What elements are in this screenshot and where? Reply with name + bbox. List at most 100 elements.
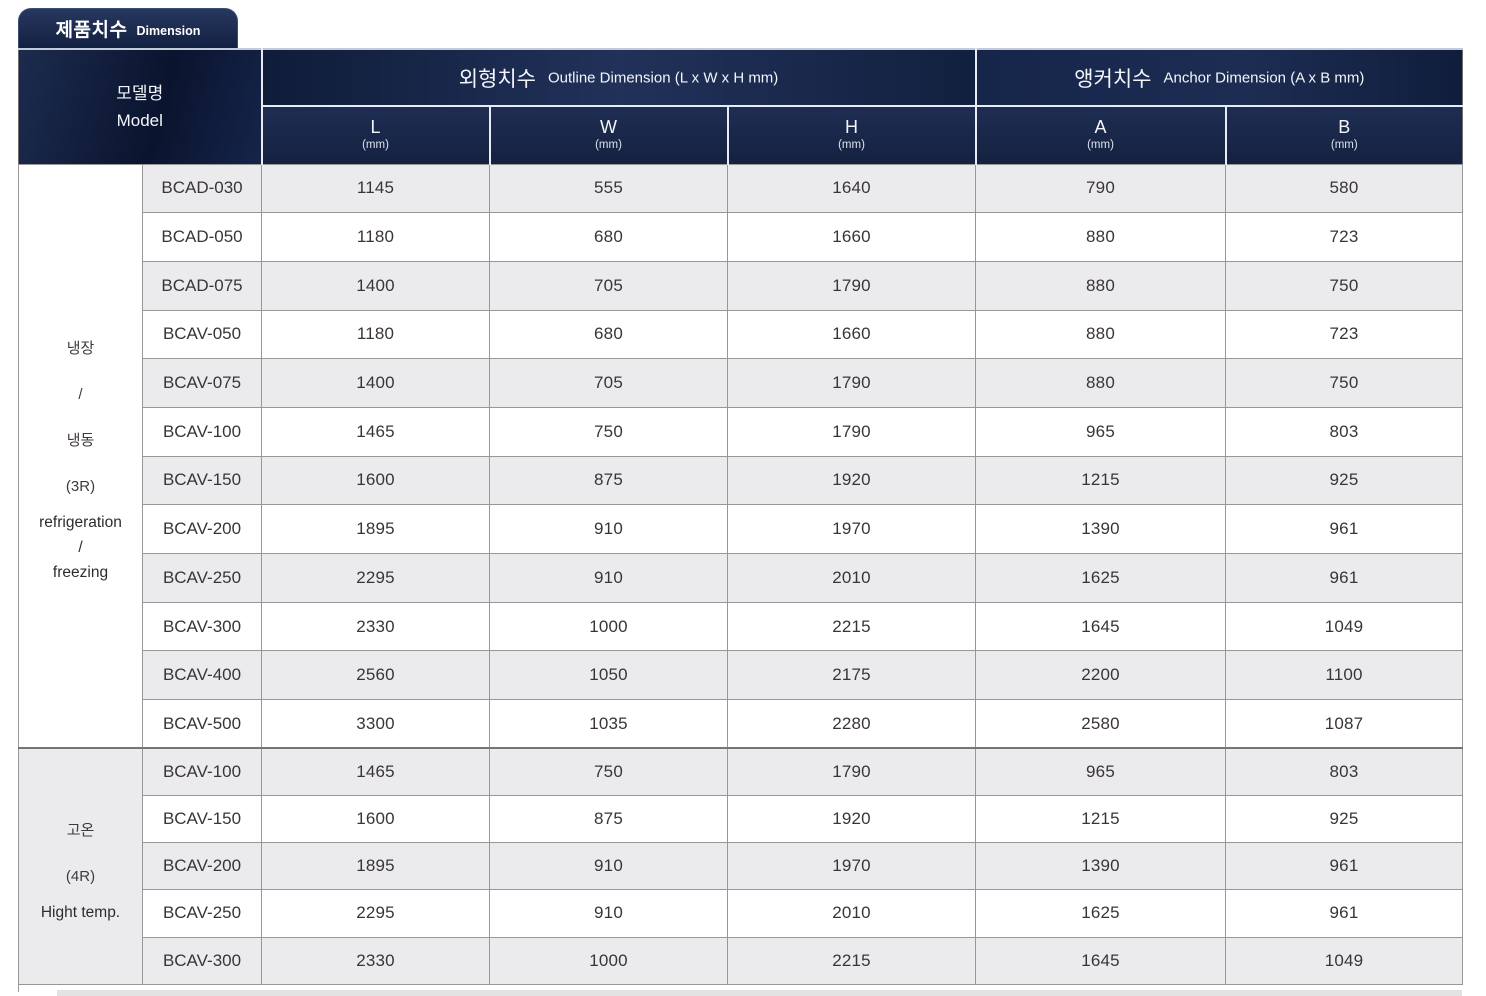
value-cell-a: 880 xyxy=(975,358,1227,408)
model-cell: BCAV-250 xyxy=(141,553,263,603)
col-label: B xyxy=(1338,117,1351,138)
col-unit: (mm) xyxy=(838,139,865,152)
model-cell: BCAV-500 xyxy=(141,699,263,749)
table-left-border-stub xyxy=(18,983,19,992)
value-cell-h: 2215 xyxy=(727,936,977,985)
group-label-line: (4R) xyxy=(65,867,96,885)
value-cell-a: 1215 xyxy=(975,794,1227,844)
value-cell-a: 880 xyxy=(975,260,1227,311)
model-cell: BCAV-250 xyxy=(141,889,263,938)
value-cell-l: 1600 xyxy=(261,794,491,844)
value-cell-w: 680 xyxy=(489,212,729,262)
value-cell-b: 803 xyxy=(1225,747,1464,796)
table-row: BCAD-050 1180 680 1660 880 723 xyxy=(19,212,1464,262)
group-label: 고온 (4R) Hight temp. xyxy=(19,808,142,925)
value-cell-l: 2295 xyxy=(261,553,491,603)
value-cell-w: 910 xyxy=(489,842,729,891)
group-label-line: 고온 xyxy=(66,821,95,839)
model-cell: BCAV-150 xyxy=(141,794,263,844)
value-cell-w: 1000 xyxy=(489,601,729,652)
model-cell: BCAV-075 xyxy=(141,358,263,408)
value-cell-h: 2215 xyxy=(727,601,977,652)
value-cell-w: 705 xyxy=(489,358,729,408)
value-cell-l: 1895 xyxy=(261,504,491,554)
table-row: BCAV-200 1895 910 1970 1390 961 xyxy=(19,842,1464,891)
table-row: BCAV-250 2295 910 2010 1625 961 xyxy=(19,553,1464,603)
value-cell-a: 1645 xyxy=(975,601,1227,652)
value-cell-h: 2010 xyxy=(727,553,977,603)
value-cell-w: 555 xyxy=(489,163,729,214)
value-cell-b: 750 xyxy=(1225,358,1464,408)
group-label-line: Hight temp. xyxy=(40,903,121,921)
value-cell-b: 961 xyxy=(1225,889,1464,938)
value-cell-h: 1970 xyxy=(727,842,977,891)
group-label-line: / xyxy=(78,539,83,557)
model-cell: BCAV-150 xyxy=(141,455,263,506)
model-cell: BCAV-200 xyxy=(141,504,263,554)
value-cell-l: 2295 xyxy=(261,889,491,938)
group-label-line: refrigeration xyxy=(39,514,122,532)
value-cell-w: 1000 xyxy=(489,936,729,985)
value-cell-a: 2580 xyxy=(975,699,1227,749)
value-cell-a: 1390 xyxy=(975,504,1227,554)
value-cell-b: 1049 xyxy=(1225,936,1464,985)
group-label-line: 냉동 xyxy=(66,432,95,450)
col-unit: (mm) xyxy=(595,139,622,152)
value-cell-l: 2330 xyxy=(261,936,491,985)
col-unit: (mm) xyxy=(362,139,389,152)
model-cell: BCAD-075 xyxy=(141,260,263,311)
value-cell-w: 910 xyxy=(489,889,729,938)
group-label-line: (3R) xyxy=(65,478,96,496)
value-cell-w: 1050 xyxy=(489,650,729,701)
value-cell-a: 965 xyxy=(975,747,1227,796)
value-cell-b: 961 xyxy=(1225,504,1464,554)
tab-title-english: Dimension xyxy=(136,23,201,38)
value-cell-h: 1920 xyxy=(727,794,977,844)
value-cell-a: 965 xyxy=(975,406,1227,457)
value-cell-a: 880 xyxy=(975,212,1227,262)
group-label-line: 냉장 xyxy=(66,340,95,358)
value-cell-h: 1790 xyxy=(727,747,977,796)
value-cell-l: 1895 xyxy=(261,842,491,891)
col-label: W xyxy=(600,117,618,138)
table-row: BCAD-075 1400 705 1790 880 750 xyxy=(19,260,1464,311)
value-cell-b: 723 xyxy=(1225,309,1464,360)
table-row: BCAV-500 3300 1035 2280 2580 1087 xyxy=(19,699,1464,749)
table-row: BCAV-050 1180 680 1660 880 723 xyxy=(19,309,1464,360)
value-cell-a: 790 xyxy=(975,163,1227,214)
value-cell-w: 680 xyxy=(489,309,729,360)
dimension-table-container: 모델명 Model 외형치수 Outline Dimension (L x W x… xyxy=(18,48,1464,985)
header-row-columns: L (mm) W (mm) H (mm) A (mm) xyxy=(19,106,1463,164)
table-row: BCAV-400 2560 1050 2175 2200 1100 xyxy=(19,650,1464,701)
value-cell-h: 2010 xyxy=(727,889,977,938)
value-cell-b: 1087 xyxy=(1225,699,1464,749)
value-cell-w: 1035 xyxy=(489,699,729,749)
value-cell-b: 723 xyxy=(1225,212,1464,262)
header-col-l: L (mm) xyxy=(261,106,491,164)
tab-title-korean: 제품치수 xyxy=(55,20,128,41)
value-cell-b: 961 xyxy=(1225,842,1464,891)
value-cell-b: 1049 xyxy=(1225,601,1464,652)
value-cell-b: 580 xyxy=(1225,163,1464,214)
value-cell-l: 1180 xyxy=(261,309,491,360)
col-label: L xyxy=(370,117,381,138)
value-cell-b: 925 xyxy=(1225,455,1464,506)
value-cell-l: 1145 xyxy=(261,163,491,214)
value-cell-a: 1625 xyxy=(975,553,1227,603)
value-cell-l: 1400 xyxy=(261,260,491,311)
value-cell-a: 880 xyxy=(975,309,1227,360)
model-cell: BCAV-300 xyxy=(141,601,263,652)
value-cell-h: 2175 xyxy=(727,650,977,701)
value-cell-w: 875 xyxy=(489,455,729,506)
value-cell-a: 1390 xyxy=(975,842,1227,891)
value-cell-h: 1790 xyxy=(727,260,977,311)
dimension-tab: 제품치수 Dimension xyxy=(18,8,238,48)
value-cell-w: 875 xyxy=(489,794,729,844)
value-cell-l: 1465 xyxy=(261,747,491,796)
table-row: BCAV-300 2330 1000 2215 1645 1049 xyxy=(19,601,1464,652)
header-anchor-english: Anchor Dimension (A x B mm) xyxy=(1163,69,1365,86)
table-row: BCAV-100 1465 750 1790 965 803 xyxy=(19,406,1464,457)
value-cell-h: 2280 xyxy=(727,699,977,749)
